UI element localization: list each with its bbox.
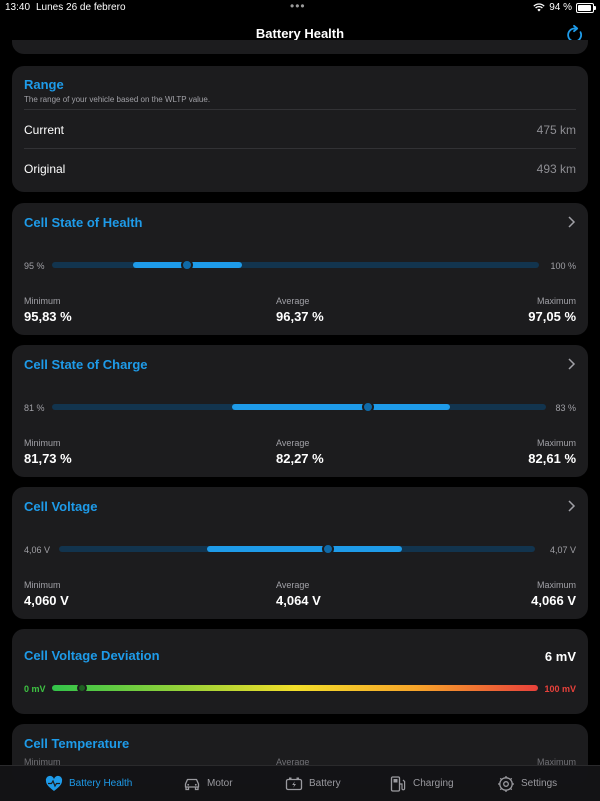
average-value: 82,27 % bbox=[276, 451, 324, 466]
tab-battery-health[interactable]: Battery Health bbox=[45, 766, 132, 801]
heart-pulse-icon bbox=[45, 775, 63, 791]
deviation-gradient-bar bbox=[52, 683, 538, 693]
scale-min-label: 95 % bbox=[24, 261, 45, 271]
gear-icon bbox=[498, 775, 514, 792]
tab-label: Battery Health bbox=[69, 778, 133, 789]
chevron-right-icon[interactable] bbox=[566, 215, 576, 229]
range-original-label: Original bbox=[24, 162, 66, 176]
multitasking-dots-icon[interactable]: ••• bbox=[290, 0, 306, 13]
scale-min-label: 0 mV bbox=[24, 684, 46, 694]
status-right: 94 % bbox=[533, 2, 596, 13]
charging-station-icon bbox=[390, 775, 406, 792]
range-row-original: Original 493 km bbox=[24, 148, 576, 189]
card-title: Cell Temperature bbox=[24, 736, 130, 751]
card-title: Cell State of Charge bbox=[24, 357, 148, 372]
tab-battery[interactable]: Battery bbox=[285, 766, 341, 801]
maximum-value: 97,05 % bbox=[528, 309, 576, 324]
scale-max-label: 100 mV bbox=[544, 684, 576, 694]
average-stat: Average 96,37 % bbox=[276, 296, 324, 324]
cell-voltage-card[interactable]: Cell Voltage 4,06 V 4,07 V Minimum 4,060… bbox=[12, 487, 588, 619]
range-original-value: 493 km bbox=[536, 162, 576, 176]
tab-motor[interactable]: Motor bbox=[183, 766, 233, 801]
tab-label: Battery bbox=[309, 778, 341, 789]
maximum-label: Maximum bbox=[536, 757, 576, 767]
average-value: 96,37 % bbox=[276, 309, 324, 324]
car-icon bbox=[184, 778, 200, 790]
range-current-label: Current bbox=[24, 123, 65, 137]
tab-settings[interactable]: Settings bbox=[497, 766, 557, 801]
scale-min-label: 4,06 V bbox=[24, 545, 51, 555]
minimum-label: Minimum bbox=[24, 296, 61, 306]
chevron-right-icon[interactable] bbox=[566, 357, 576, 371]
range-title: Range bbox=[24, 77, 64, 92]
scale-max-label: 4,07 V bbox=[549, 545, 576, 555]
tab-label: Charging bbox=[413, 778, 454, 789]
deviation-value: 6 mV bbox=[544, 649, 576, 664]
range-track bbox=[52, 401, 546, 413]
average-value: 4,064 V bbox=[276, 593, 321, 608]
page-title: Battery Health bbox=[255, 26, 345, 41]
status-time: 13:40 bbox=[5, 2, 31, 13]
tab-label: Settings bbox=[521, 778, 558, 789]
tab-bar: Battery Health Motor Battery Charging bbox=[0, 765, 600, 801]
chevron-right-icon[interactable] bbox=[566, 499, 576, 513]
previous-card-edge bbox=[12, 40, 588, 54]
average-marker bbox=[361, 401, 374, 413]
scale-max-label: 83 % bbox=[555, 403, 576, 413]
battery-icon bbox=[285, 777, 303, 790]
minimum-label: Minimum bbox=[24, 580, 61, 590]
range-subtitle: The range of your vehicle based on the W… bbox=[24, 95, 211, 104]
minimum-value: 95,83 % bbox=[24, 309, 72, 324]
status-date: Lunes 26 de febrero bbox=[36, 2, 126, 13]
range-card: Range The range of your vehicle based on… bbox=[12, 66, 588, 192]
average-marker bbox=[321, 543, 334, 555]
cell-voltage-deviation-card[interactable]: Cell Voltage Deviation 6 mV 0 mV 100 mV bbox=[12, 629, 588, 714]
range-track bbox=[52, 259, 539, 271]
minimum-label: Minimum bbox=[24, 757, 61, 767]
average-label: Average bbox=[276, 438, 310, 448]
status-bar: 13:40 Lunes 26 de febrero ••• 94 % bbox=[0, 0, 600, 16]
maximum-label: Maximum bbox=[536, 580, 576, 590]
card-title: Cell State of Health bbox=[24, 215, 143, 230]
range-track bbox=[59, 543, 535, 555]
minimum-value: 4,060 V bbox=[24, 593, 69, 608]
maximum-stat: Maximum 4,066 V bbox=[531, 580, 576, 608]
average-label: Average bbox=[276, 580, 310, 590]
maximum-label: Maximum bbox=[536, 438, 576, 448]
range-fill bbox=[206, 546, 402, 552]
minimum-label: Minimum bbox=[24, 438, 61, 448]
scale-max-label: 100 % bbox=[550, 261, 576, 271]
average-marker bbox=[181, 259, 194, 271]
tab-charging[interactable]: Charging bbox=[389, 766, 454, 801]
maximum-value: 82,61 % bbox=[528, 451, 576, 466]
minimum-value: 81,73 % bbox=[24, 451, 72, 466]
average-label: Average bbox=[276, 296, 310, 306]
maximum-stat: Maximum 97,05 % bbox=[528, 296, 576, 324]
range-fill bbox=[232, 404, 450, 410]
cell-state-of-charge-card[interactable]: Cell State of Charge 81 % 83 % Minimum 8… bbox=[12, 345, 588, 477]
tab-label: Motor bbox=[207, 778, 233, 789]
range-row-current: Current 475 km bbox=[24, 109, 576, 150]
maximum-stat: Maximum 82,61 % bbox=[528, 438, 576, 466]
maximum-value: 4,066 V bbox=[531, 593, 576, 608]
minimum-stat: Minimum 4,060 V bbox=[24, 580, 69, 608]
range-current-value: 475 km bbox=[536, 123, 576, 137]
minimum-stat: Minimum 81,73 % bbox=[24, 438, 72, 466]
card-title: Cell Voltage bbox=[24, 499, 98, 514]
deviation-marker bbox=[77, 683, 88, 693]
minimum-stat: Minimum 95,83 % bbox=[24, 296, 72, 324]
average-label: Average bbox=[276, 757, 310, 767]
card-title: Cell Voltage Deviation bbox=[24, 648, 160, 663]
scale-min-label: 81 % bbox=[24, 403, 45, 413]
maximum-label: Maximum bbox=[536, 296, 576, 306]
average-stat: Average 4,064 V bbox=[276, 580, 321, 608]
battery-status-icon bbox=[576, 2, 596, 13]
average-stat: Average 82,27 % bbox=[276, 438, 324, 466]
wifi-icon bbox=[533, 3, 545, 12]
battery-percent: 94 % bbox=[549, 2, 572, 13]
cell-state-of-health-card[interactable]: Cell State of Health 95 % 100 % Minimum … bbox=[12, 203, 588, 335]
